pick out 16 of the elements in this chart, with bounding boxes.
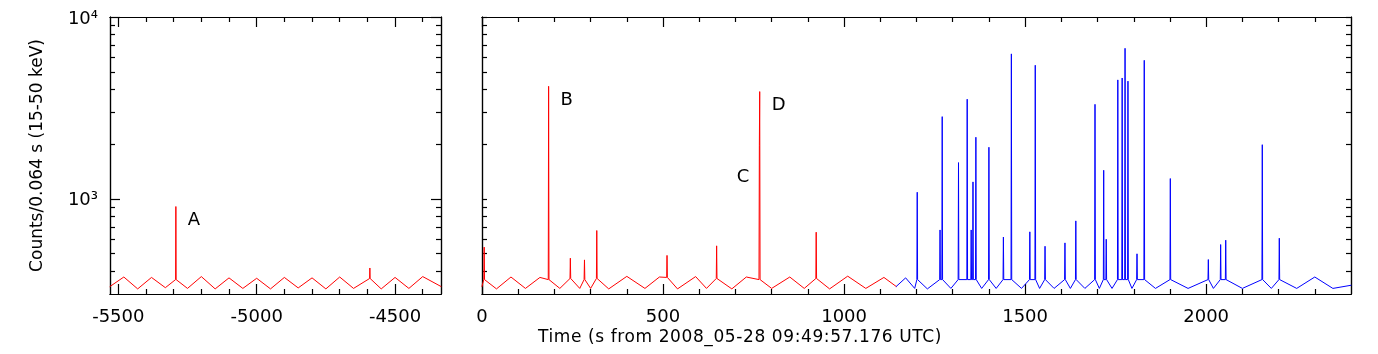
annotation: B — [560, 87, 573, 109]
x-axis-title: Time (s from 2008_05-28 09:49:57.176 UTC) — [538, 326, 942, 346]
x-tick-label: 1000 — [821, 304, 867, 326]
y-tick-label: 10³ — [67, 188, 98, 210]
x-tick-label: 0 — [476, 304, 488, 326]
x-tick-label: -5000 — [230, 304, 283, 326]
x-tick-label: -4500 — [368, 304, 422, 326]
x-tick-label: -5500 — [92, 304, 145, 326]
y-tick-label: 10⁴ — [67, 6, 98, 28]
annotation: C — [736, 165, 750, 187]
annotation: A — [187, 208, 201, 230]
x-tick-label: 1500 — [1002, 304, 1049, 326]
x-tick-label: 500 — [645, 304, 681, 326]
annotation: D — [771, 93, 786, 115]
x-tick-label: 2000 — [1183, 304, 1230, 326]
y-axis-title: Counts/0.064 s (15-50 keV) — [25, 39, 46, 272]
